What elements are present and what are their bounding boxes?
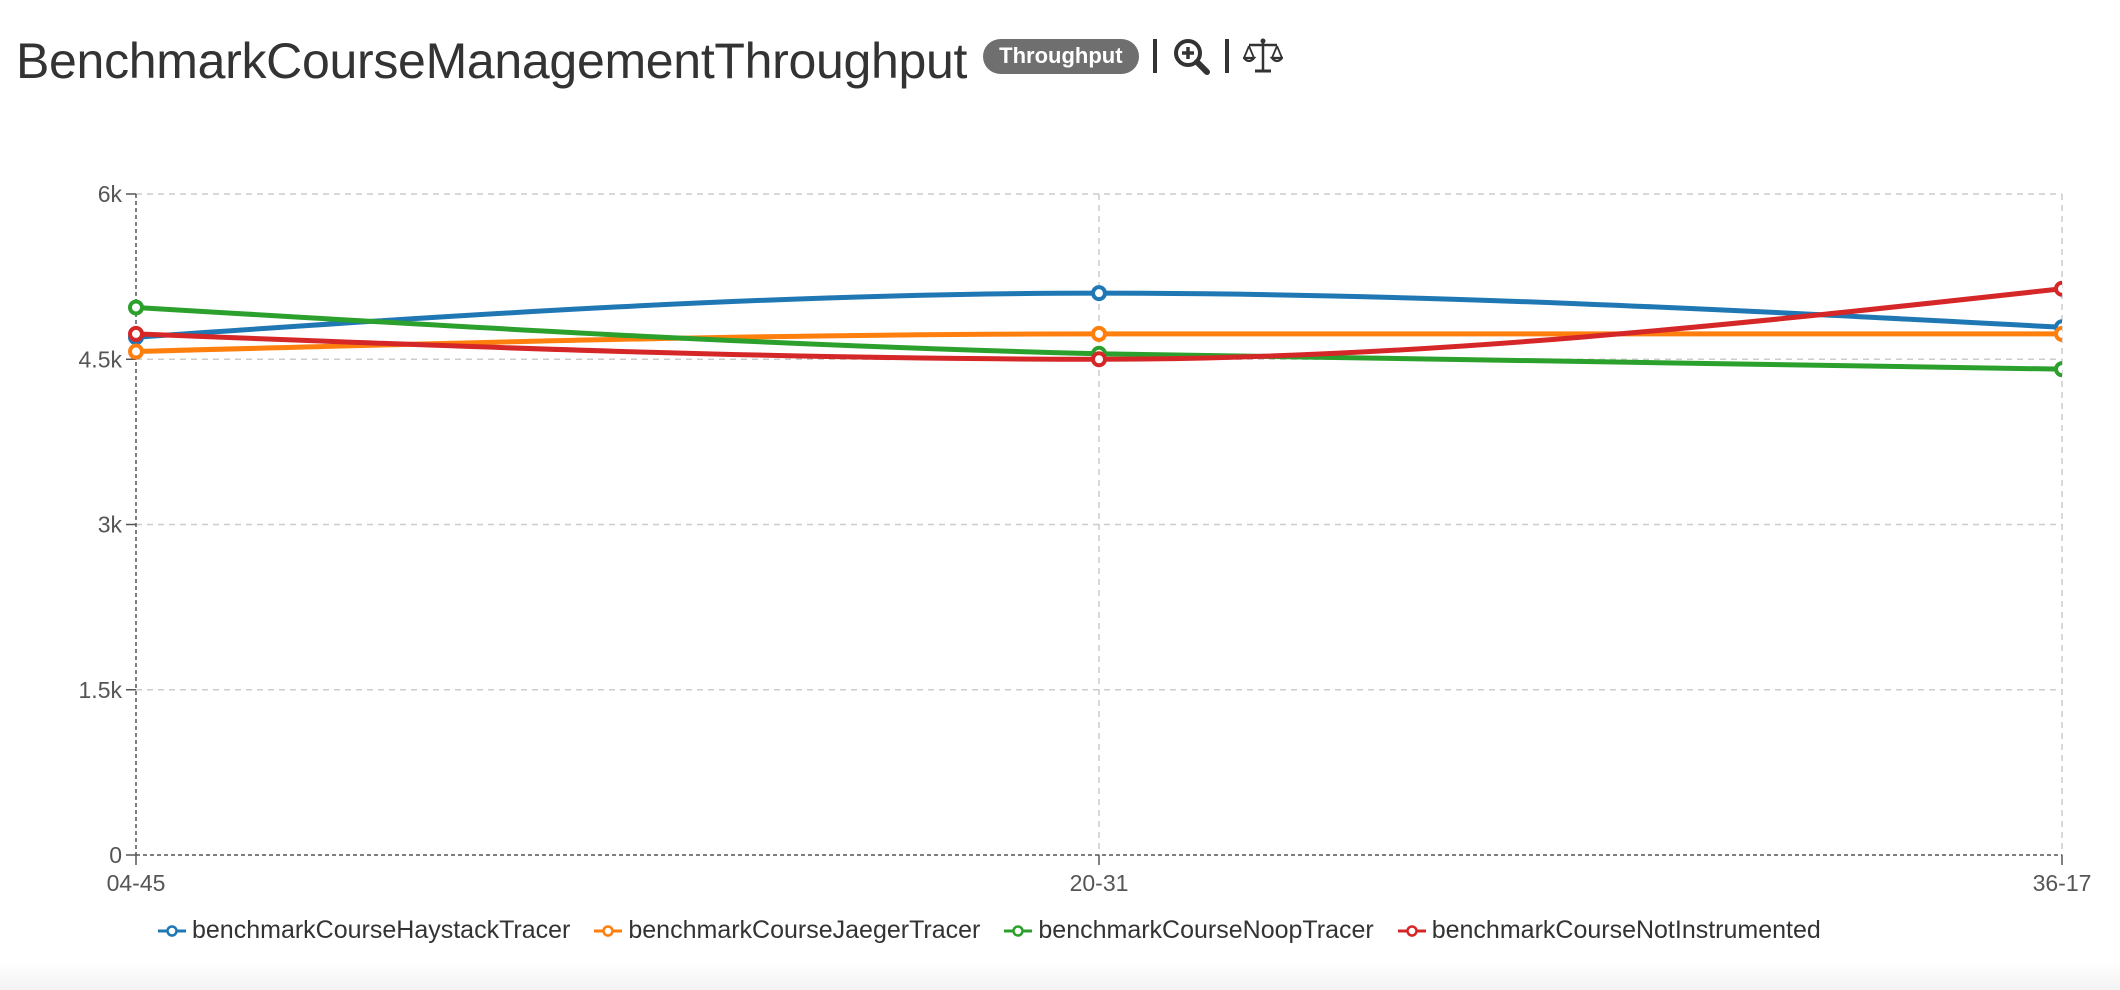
data-point[interactable] bbox=[1091, 285, 1107, 302]
legend: benchmarkCourseHaystackTracer benchmarkCo… bbox=[158, 916, 1845, 945]
y-tick-label: 4.5k bbox=[79, 346, 123, 372]
data-point[interactable] bbox=[2054, 325, 2068, 342]
footer-shadow bbox=[0, 962, 2120, 990]
axes: 0 1.5k 3k 4.5k 6k 04-45 20-31 36-17 bbox=[79, 181, 2092, 896]
separator bbox=[1224, 39, 1229, 73]
legend-item[interactable]: benchmarkCourseNoopTracer bbox=[1004, 916, 1374, 945]
legend-label: benchmarkCourseNoopTracer bbox=[1038, 916, 1374, 944]
x-tick-label: 36-17 bbox=[2033, 870, 2092, 896]
data-point[interactable] bbox=[2054, 361, 2068, 378]
data-point[interactable] bbox=[128, 325, 144, 342]
legend-swatch-icon bbox=[158, 924, 186, 937]
legend-swatch-icon bbox=[1397, 924, 1426, 937]
chart-header: BenchmarkCourseManagementThroughput Thro… bbox=[16, 26, 1283, 96]
legend-item[interactable]: benchmarkCourseJaegerTracer bbox=[594, 916, 980, 945]
y-tick-label: 1.5k bbox=[79, 677, 123, 703]
data-point[interactable] bbox=[1091, 325, 1107, 342]
legend-item[interactable]: benchmarkCourseNotInstrumented bbox=[1397, 916, 1821, 945]
legend-label: benchmarkCourseHaystackTracer bbox=[192, 916, 571, 944]
data-point[interactable] bbox=[1091, 351, 1107, 368]
y-tick-label: 0 bbox=[109, 842, 122, 868]
legend-label: benchmarkCourseJaegerTracer bbox=[628, 916, 981, 944]
x-tick-label: 04-45 bbox=[107, 870, 166, 896]
legend-swatch-icon bbox=[1004, 924, 1033, 937]
page-title: BenchmarkCourseManagementThroughput bbox=[16, 33, 968, 89]
y-tick-label: 3k bbox=[98, 512, 123, 538]
series-benchmarkCourseNotInstrumented bbox=[128, 280, 2068, 368]
y-tick-label: 6k bbox=[98, 181, 123, 207]
zoom-in-icon[interactable] bbox=[1171, 36, 1211, 76]
series-lines bbox=[128, 280, 2068, 378]
legend-swatch-icon bbox=[594, 924, 623, 937]
legend-label: benchmarkCourseNotInstrumented bbox=[1431, 916, 1821, 944]
data-point[interactable] bbox=[128, 343, 144, 360]
data-point[interactable] bbox=[2054, 280, 2068, 297]
scale-balance-icon[interactable] bbox=[1242, 36, 1283, 76]
legend-item[interactable]: benchmarkCourseHaystackTracer bbox=[158, 916, 570, 945]
throughput-badge[interactable]: Throughput bbox=[983, 38, 1139, 74]
separator bbox=[1152, 39, 1157, 73]
x-tick-label: 20-31 bbox=[1070, 870, 1129, 896]
data-point[interactable] bbox=[128, 299, 144, 316]
